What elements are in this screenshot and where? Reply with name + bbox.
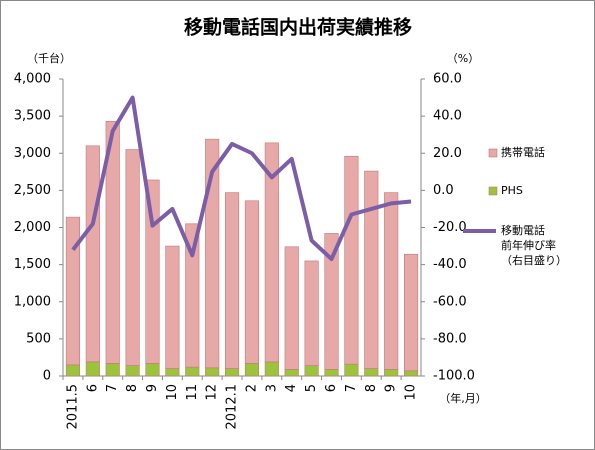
bar: [264, 361, 279, 377]
y2-tick-label: -100.0: [433, 369, 475, 384]
x-tick-label: 11: [185, 384, 200, 401]
bar: [105, 363, 120, 377]
x-unit: （年,月）: [439, 391, 487, 405]
bar: [304, 365, 319, 377]
x-tick-label: 9: [384, 384, 399, 392]
bar: [364, 368, 379, 377]
x-tick-label: 10: [165, 384, 180, 401]
y-tick-label: 2,000: [14, 220, 51, 235]
bar: [185, 366, 200, 377]
bar: [264, 142, 279, 363]
y2-tick-label: -80.0: [433, 331, 467, 346]
y2-unit: （%）: [447, 52, 479, 65]
bar: [205, 138, 220, 369]
bar: [284, 246, 299, 370]
bar: [403, 253, 419, 372]
bar: [324, 233, 339, 370]
bar: [85, 361, 100, 377]
bar: [224, 192, 240, 369]
bar: [65, 216, 81, 366]
x-tick-label: 7: [105, 384, 120, 392]
bar: [145, 179, 160, 364]
bar: [244, 363, 260, 377]
bar: [205, 367, 220, 377]
y-tick-label: 0: [43, 369, 51, 384]
x-tick-label: 6: [85, 384, 100, 392]
legend-swatch: [488, 148, 498, 158]
bar: [364, 170, 379, 369]
y-tick-label: 500: [26, 331, 51, 346]
x-tick-label: 4: [284, 384, 299, 392]
y-tick-label: 1,000: [14, 294, 51, 309]
bar: [244, 200, 260, 364]
bar: [324, 369, 339, 377]
x-tick-label: 9: [145, 384, 160, 392]
x-tick-label: 2011.5: [65, 384, 80, 430]
line: [71, 95, 412, 262]
bar: [284, 369, 299, 377]
legend-label: 移動電話 前年伸び率 （右目盛り）: [501, 224, 567, 267]
y2-tick-label: 0.0: [433, 183, 454, 198]
y2-tick-label: -60.0: [433, 294, 467, 309]
bar: [403, 370, 419, 377]
bar: [85, 145, 100, 363]
x-tick-label: 7: [344, 384, 359, 392]
bar: [384, 369, 399, 377]
bar: [185, 223, 200, 368]
x-tick-label: 2012.1: [225, 384, 240, 430]
bar: [344, 155, 359, 365]
chart-title: 移動電話国内出荷実績推移: [184, 16, 412, 39]
bar: [344, 363, 359, 377]
bar: [165, 245, 180, 369]
bar: [165, 368, 180, 377]
bar: [125, 365, 140, 377]
x-tick-label: 12: [205, 384, 220, 401]
y2-tick-label: 60.0: [433, 72, 462, 87]
y2-tick-label: -20.0: [433, 220, 467, 235]
x-tick-label: 2: [244, 384, 259, 392]
x-tick-label: 8: [364, 384, 379, 392]
x-tick-label: 10: [404, 384, 419, 401]
y2-tick-label: 20.0: [433, 146, 462, 161]
y-tick-label: 1,500: [14, 257, 51, 272]
bar: [65, 364, 81, 377]
y-unit: （千台）: [27, 51, 71, 65]
x-tick-label: 5: [304, 384, 319, 392]
x-tick-label: 6: [324, 384, 339, 392]
y2-tick-label: -40.0: [433, 257, 467, 272]
legend-swatch: [488, 186, 498, 196]
x-tick-label: 3: [264, 384, 279, 392]
y-tick-label: 3,000: [14, 146, 51, 161]
y-tick-label: 3,500: [14, 109, 51, 124]
bar: [384, 192, 399, 370]
bar: [145, 363, 160, 377]
y-tick-label: 2,500: [14, 183, 51, 198]
legend-label: PHS: [501, 184, 523, 197]
legend-label: 携帯電話: [501, 146, 545, 159]
bar: [224, 368, 240, 377]
x-tick-label: 8: [125, 384, 140, 392]
y2-tick-label: 40.0: [433, 109, 462, 124]
y-tick-label: 4,000: [14, 72, 51, 87]
bar: [304, 260, 319, 366]
bar: [125, 149, 140, 366]
bar: [105, 121, 120, 364]
